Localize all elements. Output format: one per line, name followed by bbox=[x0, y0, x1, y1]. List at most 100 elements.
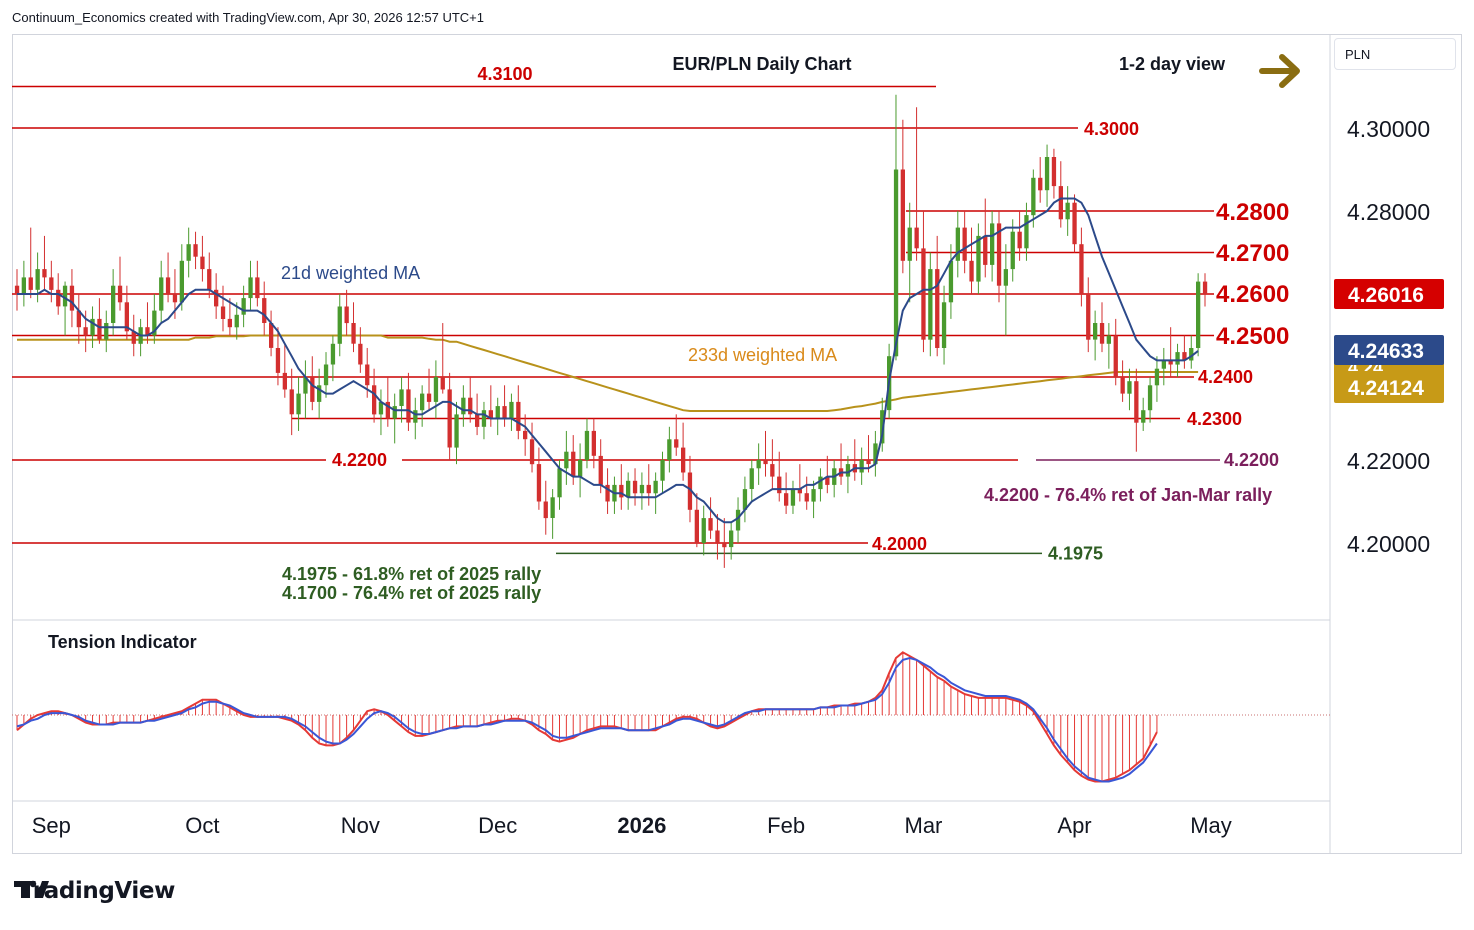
tension-indicator-label: Tension Indicator bbox=[48, 632, 197, 652]
currency-selector[interactable]: PLN bbox=[1334, 38, 1456, 70]
candle-2025-11-19 bbox=[440, 323, 445, 394]
candle-2025-09-03 bbox=[62, 281, 68, 336]
ma233-price-tag-text: 4.24124 bbox=[1348, 377, 1424, 400]
candle-body bbox=[825, 476, 830, 485]
candle-body bbox=[598, 455, 603, 485]
candle-2025-09-12 bbox=[111, 269, 116, 336]
candle-body bbox=[56, 289, 61, 307]
y-tick-2: 4.22000 bbox=[1347, 448, 1430, 474]
candle-2026-02-26 bbox=[907, 202, 912, 303]
candle-body bbox=[1120, 377, 1125, 394]
last-price-tag: 4.26016 bbox=[1334, 279, 1444, 309]
candle-body bbox=[1024, 215, 1029, 249]
candle-2025-12-15 bbox=[564, 430, 569, 485]
candle-2025-11-07 bbox=[385, 377, 390, 427]
level-label-4: 4.2600 bbox=[1216, 281, 1289, 308]
candle-2026-01-14 bbox=[694, 493, 699, 548]
candle-2026-03-17 bbox=[996, 211, 1002, 303]
candle-2025-09-16 bbox=[124, 285, 129, 340]
candle-body bbox=[893, 169, 899, 357]
candle-2025-12-19 bbox=[591, 418, 596, 469]
candle-2026-03-09 bbox=[955, 211, 960, 278]
candles-layer bbox=[14, 94, 1208, 568]
candle-body bbox=[639, 484, 645, 494]
candle-body bbox=[488, 410, 493, 419]
y-tick-0: 4.30000 bbox=[1347, 116, 1430, 142]
candle-2025-10-22 bbox=[303, 360, 308, 419]
candle-body bbox=[687, 472, 693, 510]
candle-2026-01-30 bbox=[777, 451, 782, 502]
candle-2025-09-10 bbox=[97, 298, 102, 344]
candle-body bbox=[1202, 281, 1208, 294]
candle-body bbox=[1106, 335, 1111, 344]
candle-2025-09-11 bbox=[104, 310, 109, 353]
candle-body bbox=[591, 430, 596, 456]
candle-2025-11-14 bbox=[420, 385, 425, 427]
candle-2026-01-05 bbox=[646, 464, 651, 506]
candle-body bbox=[111, 285, 116, 323]
candle-body bbox=[392, 406, 397, 419]
candle-body bbox=[1154, 368, 1160, 386]
candle-body bbox=[1044, 157, 1050, 191]
candle-body bbox=[1141, 410, 1146, 423]
candle-2026-03-27 bbox=[1051, 148, 1057, 199]
candle-body bbox=[935, 269, 940, 348]
candle-2026-03-02 bbox=[921, 211, 926, 353]
candle-body bbox=[76, 310, 81, 328]
candle-2025-11-27 bbox=[481, 401, 487, 440]
level-label-5: 4.2500 bbox=[1216, 323, 1289, 350]
candle-2025-12-05 bbox=[523, 414, 528, 456]
candle-2026-02-12 bbox=[838, 443, 844, 485]
candle-2026-04-10 bbox=[1120, 360, 1125, 402]
candle-2026-03-16 bbox=[990, 211, 995, 282]
candle-body bbox=[344, 306, 349, 324]
candle-2025-11-12 bbox=[406, 372, 411, 431]
level-label-10: 4.2000 bbox=[872, 534, 927, 554]
candle-2026-01-19 bbox=[715, 513, 720, 560]
candle-2026-03-06 bbox=[948, 244, 954, 319]
candle-2026-02-03 bbox=[790, 480, 796, 514]
candle-body bbox=[461, 397, 466, 415]
candle-body bbox=[214, 289, 219, 307]
candle-2026-04-14 bbox=[1134, 368, 1139, 452]
candle-body bbox=[708, 518, 713, 531]
candle-2026-01-21 bbox=[729, 522, 734, 560]
candle-body bbox=[255, 277, 260, 299]
candle-2025-09-17 bbox=[131, 314, 136, 357]
candle-2025-08-29 bbox=[42, 235, 47, 290]
ma21-label: 21d weighted MA bbox=[281, 263, 420, 283]
candle-body bbox=[406, 389, 411, 423]
candle-2026-03-10 bbox=[962, 211, 967, 274]
candle-body bbox=[653, 480, 658, 494]
candle-2026-04-28 bbox=[1202, 273, 1208, 307]
level-label-1: 4.3000 bbox=[1084, 119, 1139, 139]
candle-body bbox=[159, 277, 164, 311]
candle-2026-02-25 bbox=[900, 119, 905, 274]
x-tick-4: 2026 bbox=[617, 813, 666, 838]
candle-2025-12-09 bbox=[536, 447, 542, 510]
x-tick-2: Nov bbox=[341, 813, 380, 838]
candle-2025-12-11 bbox=[550, 489, 555, 539]
ma21-layer bbox=[17, 197, 1199, 524]
candle-body bbox=[1086, 294, 1091, 340]
candle-2025-09-22 bbox=[152, 294, 157, 344]
candle-2026-02-18 bbox=[866, 435, 871, 473]
candle-body bbox=[722, 543, 727, 548]
candle-body bbox=[468, 397, 473, 415]
candle-body bbox=[186, 244, 191, 261]
candle-body bbox=[900, 169, 905, 261]
candle-2025-12-24 bbox=[612, 476, 617, 514]
candle-2025-10-23 bbox=[310, 356, 315, 411]
candle-2025-12-17 bbox=[578, 443, 583, 498]
candle-body bbox=[1196, 281, 1201, 348]
candle-2026-01-02 bbox=[639, 472, 645, 510]
candle-2025-09-26 bbox=[179, 244, 184, 311]
candle-body bbox=[632, 480, 638, 494]
candle-2026-01-22 bbox=[735, 497, 741, 543]
candle-2026-02-17 bbox=[859, 447, 864, 485]
candle-body bbox=[859, 460, 864, 473]
candle-body bbox=[571, 451, 576, 477]
candle-body bbox=[948, 260, 954, 303]
candle-2026-03-19 bbox=[1010, 219, 1015, 282]
